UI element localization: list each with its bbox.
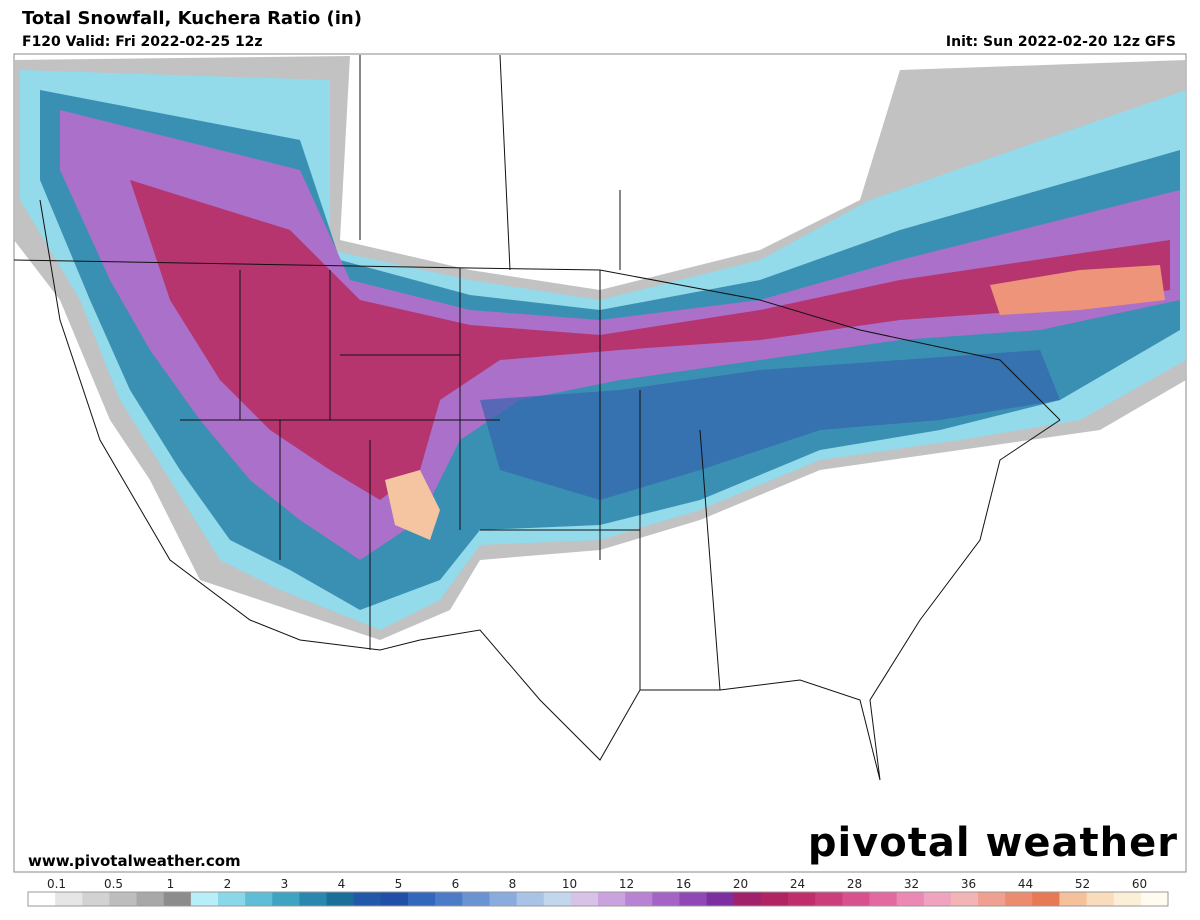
legend-swatch xyxy=(842,892,870,906)
legend-label: 28 xyxy=(847,877,862,891)
legend-bar: 0.1 0.5 1 2 3 4 5 6 8 10 12 16 20 24 28 32 36 44 52 60 xyxy=(27,877,1169,907)
init-time: Init: Sun 2022-02-20 12z GFS xyxy=(945,34,1176,50)
legend-swatch xyxy=(733,892,762,906)
legend-swatch xyxy=(652,892,680,906)
legend-label: 3 xyxy=(281,877,289,891)
legend-swatch xyxy=(109,892,138,906)
legend-border xyxy=(27,891,1169,907)
legend-swatch xyxy=(299,892,328,906)
legend-swatch xyxy=(435,892,463,906)
legend-label: 60 xyxy=(1132,877,1147,891)
legend-swatch xyxy=(815,892,843,906)
legend-label: 5 xyxy=(395,877,403,891)
legend-swatch xyxy=(1113,892,1142,906)
boundaries xyxy=(13,54,1061,781)
legend-swatch xyxy=(978,892,1006,906)
legend-swatch xyxy=(380,892,409,906)
legend-swatch xyxy=(706,892,735,906)
legend-label: 10 xyxy=(562,877,577,891)
legend-label: 6 xyxy=(452,877,460,891)
legend-swatch xyxy=(408,892,436,906)
legend-swatch xyxy=(218,892,246,906)
legend-label: 36 xyxy=(961,877,976,891)
legend-label: 20 xyxy=(733,877,748,891)
legend-swatch xyxy=(923,892,952,906)
legend-label: 2 xyxy=(224,877,232,891)
legend-label: 16 xyxy=(676,877,691,891)
legend-label: 24 xyxy=(790,877,805,891)
legend-label: 0.1 xyxy=(47,877,66,891)
legend-swatch xyxy=(598,892,626,906)
legend-swatch xyxy=(516,892,545,906)
legend-swatch xyxy=(190,892,219,906)
legend-swatch xyxy=(788,892,816,906)
legend-swatch xyxy=(82,892,110,906)
legend-swatch xyxy=(28,892,56,906)
legend-swatch xyxy=(326,892,355,906)
legend-swatch xyxy=(570,892,599,906)
legend-swatch xyxy=(869,892,898,906)
legend-swatch xyxy=(272,892,300,906)
legend-swatch xyxy=(1086,892,1115,906)
website: www.pivotalweather.com xyxy=(28,852,241,870)
legend-swatch xyxy=(543,892,572,906)
legend-label: 0.5 xyxy=(104,877,123,891)
legend-swatch xyxy=(1059,892,1088,906)
legend-label: 44 xyxy=(1018,877,1033,891)
legend-label: 4 xyxy=(338,877,346,891)
legend-swatch xyxy=(245,892,273,906)
legend-swatch xyxy=(489,892,518,906)
legend-swatch xyxy=(1140,892,1169,906)
map-title: Total Snowfall, Kuchera Ratio (in) xyxy=(22,8,362,29)
legend-swatch xyxy=(163,892,192,906)
legend-label: 8 xyxy=(509,877,517,891)
legend-swatch xyxy=(679,892,708,906)
legend-swatch xyxy=(1005,892,1033,906)
legend-swatch xyxy=(136,892,165,906)
legend-swatch xyxy=(896,892,925,906)
legend-label: 1 xyxy=(167,877,175,891)
legend-label: 32 xyxy=(904,877,919,891)
legend-swatch xyxy=(353,892,382,906)
legend-swatch xyxy=(462,892,490,906)
legend-swatch xyxy=(760,892,789,906)
legend-swatch xyxy=(55,892,83,906)
legend-swatch xyxy=(625,892,653,906)
legend-swatch xyxy=(1032,892,1060,906)
legend-swatch xyxy=(950,892,979,906)
valid-time: F120 Valid: Fri 2022-02-25 12z xyxy=(22,34,263,50)
legend-label: 12 xyxy=(619,877,634,891)
watermark: pivotal weather xyxy=(807,820,1178,866)
legend-label: 52 xyxy=(1075,877,1090,891)
